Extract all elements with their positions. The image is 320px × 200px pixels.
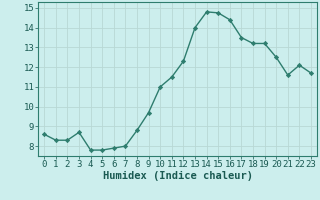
X-axis label: Humidex (Indice chaleur): Humidex (Indice chaleur): [103, 171, 252, 181]
